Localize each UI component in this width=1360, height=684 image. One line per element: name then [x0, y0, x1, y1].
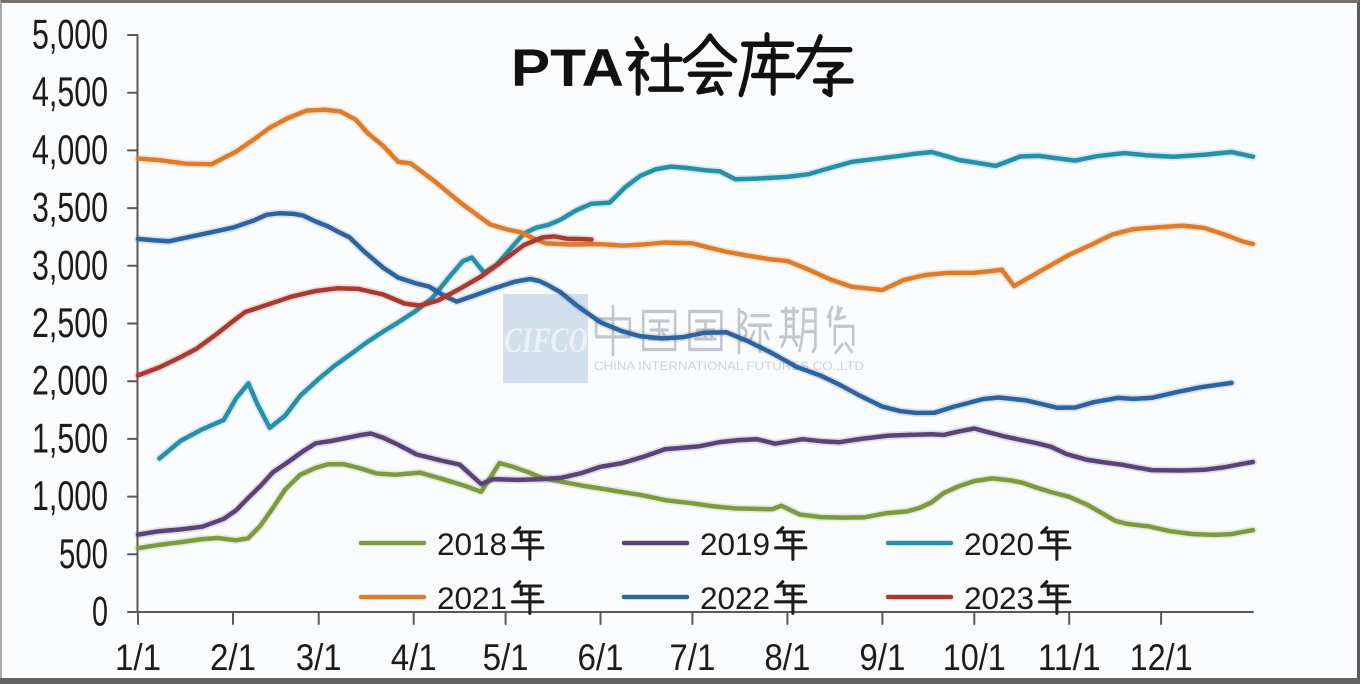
- svg-text:11/1: 11/1: [1038, 636, 1101, 678]
- svg-text:2020: 2020: [964, 526, 1034, 562]
- svg-text:2/1: 2/1: [210, 636, 256, 678]
- svg-text:3/1: 3/1: [296, 636, 342, 678]
- svg-text:2,500: 2,500: [32, 299, 108, 346]
- svg-text:1/1: 1/1: [115, 636, 161, 678]
- svg-text:4/1: 4/1: [391, 636, 437, 678]
- svg-text:2018: 2018: [437, 526, 507, 562]
- svg-text:9/1: 9/1: [859, 636, 905, 678]
- svg-text:6/1: 6/1: [578, 636, 624, 678]
- svg-text:8/1: 8/1: [764, 636, 810, 678]
- svg-text:2,000: 2,000: [32, 357, 108, 404]
- svg-text:5/1: 5/1: [483, 636, 529, 678]
- svg-text:4,000: 4,000: [32, 126, 108, 173]
- svg-text:3,000: 3,000: [32, 241, 108, 288]
- svg-text:10/1: 10/1: [943, 636, 1006, 678]
- svg-text:2023: 2023: [964, 580, 1034, 616]
- svg-text:7/1: 7/1: [669, 636, 715, 678]
- svg-text:CIFCO: CIFCO: [504, 320, 588, 360]
- svg-text:2022: 2022: [700, 580, 770, 616]
- svg-text:12/1: 12/1: [1130, 636, 1193, 678]
- svg-text:2021: 2021: [437, 580, 507, 616]
- svg-text:3,500: 3,500: [32, 184, 108, 231]
- svg-text:0: 0: [92, 588, 108, 635]
- svg-text:1,500: 1,500: [32, 414, 108, 461]
- svg-text:CHINA INTERNATIONAL FUTURES CO: CHINA INTERNATIONAL FUTURES CO.,LTD: [594, 361, 864, 373]
- svg-text:1,000: 1,000: [32, 472, 108, 519]
- svg-text:PTA: PTA: [511, 39, 624, 98]
- svg-text:2019: 2019: [700, 526, 770, 562]
- svg-text:500: 500: [59, 530, 108, 577]
- svg-text:4,500: 4,500: [32, 68, 108, 115]
- svg-text:5,000: 5,000: [32, 11, 108, 58]
